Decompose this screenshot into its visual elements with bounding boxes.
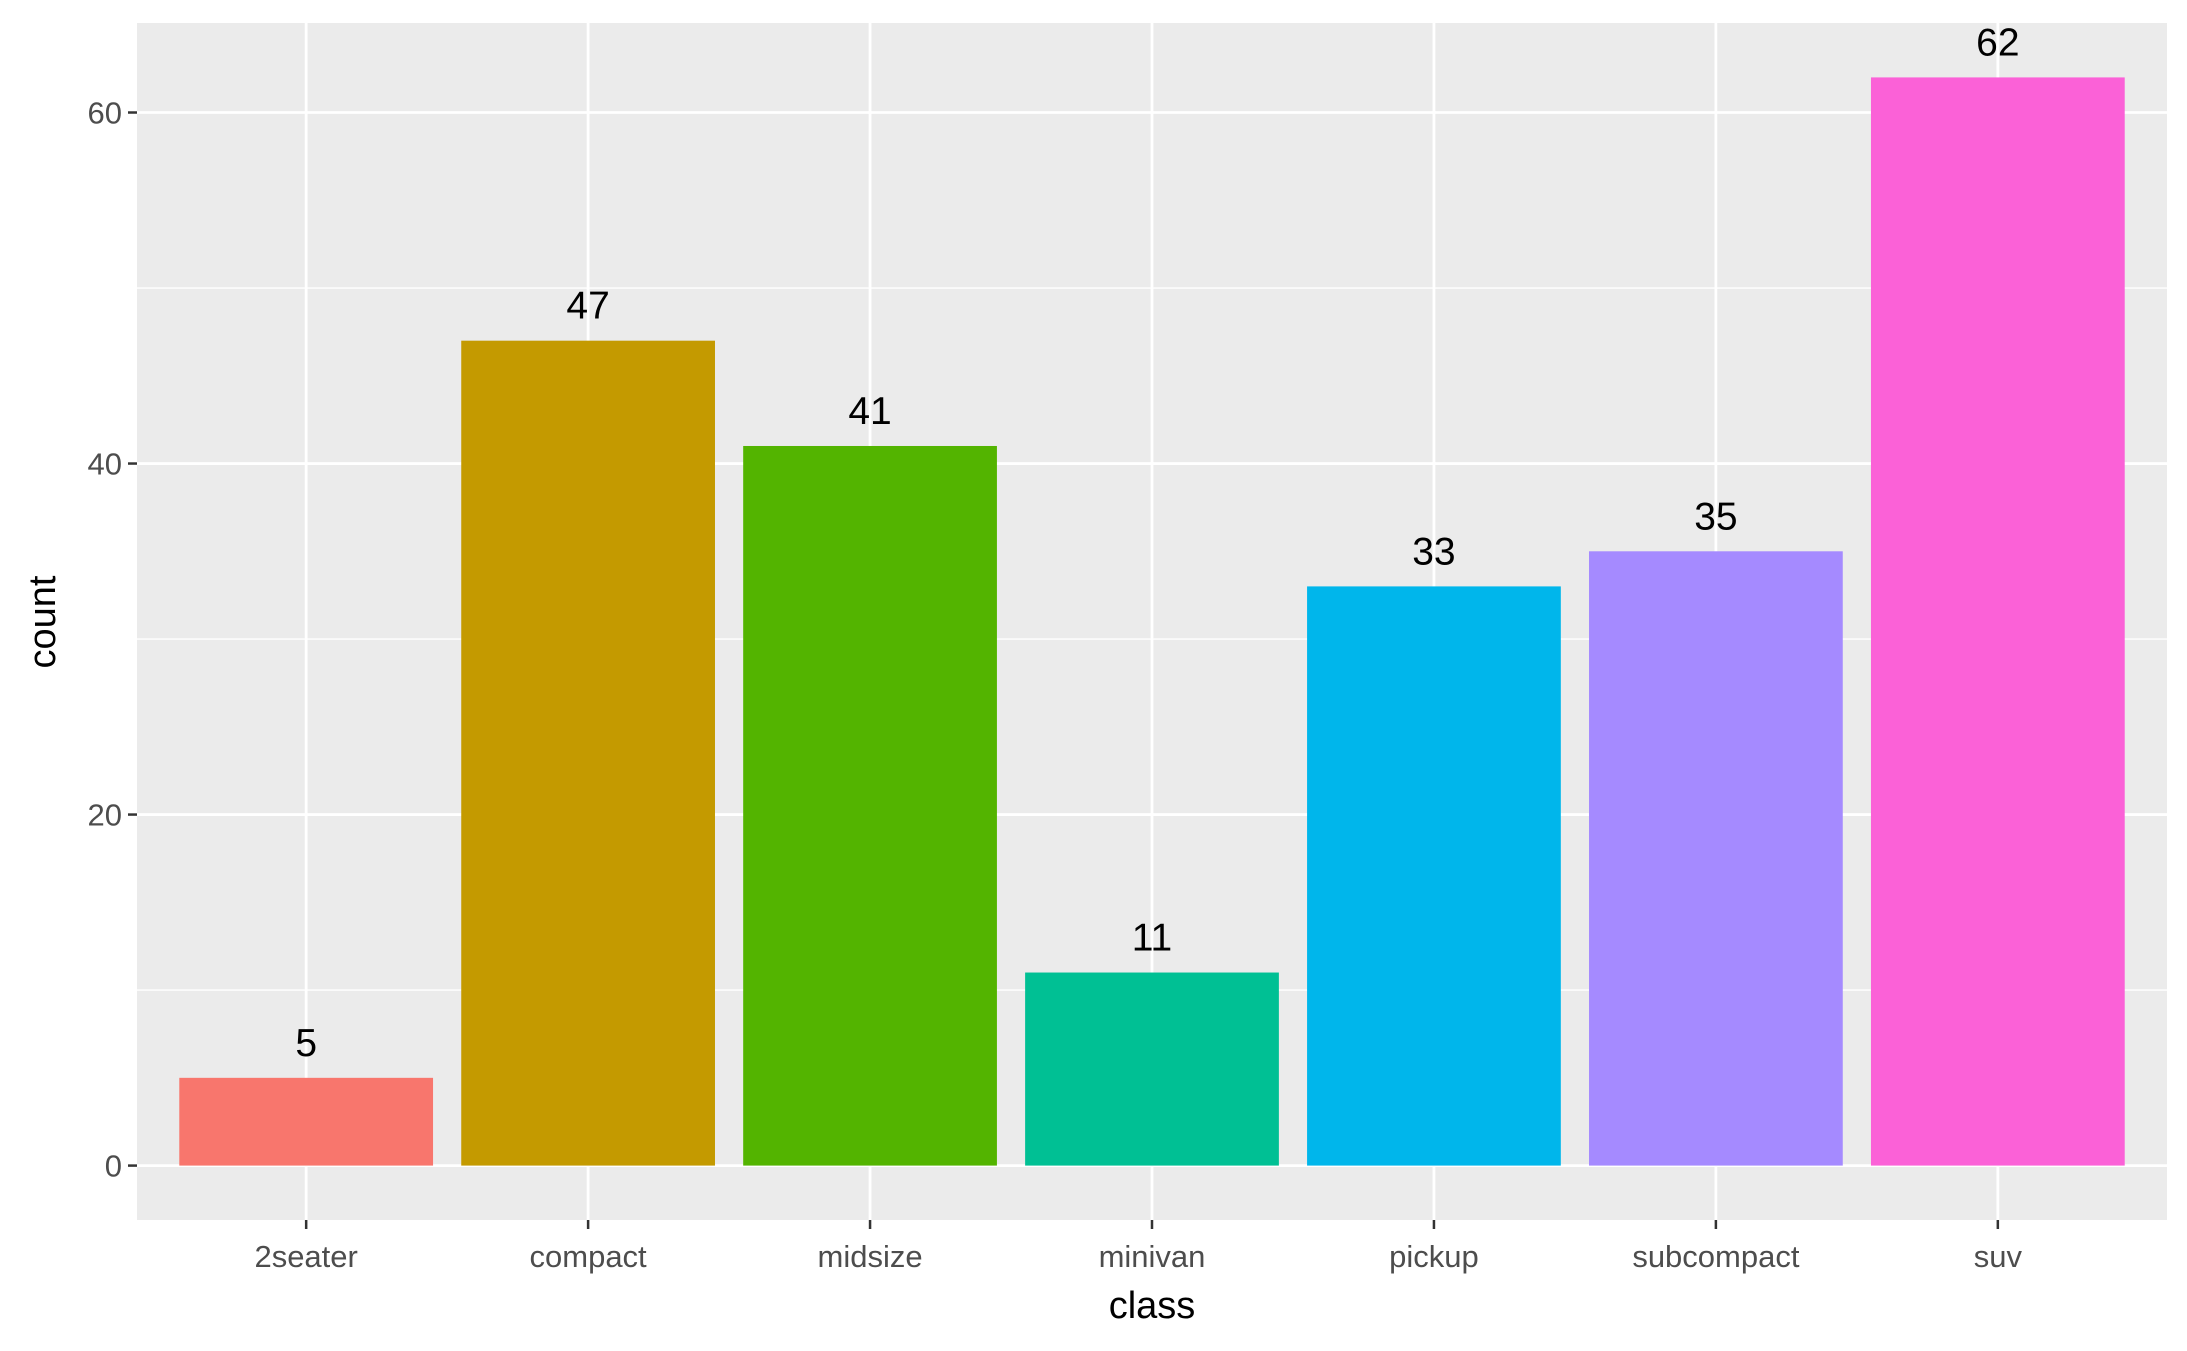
bar-minivan [1025, 972, 1279, 1166]
y-tick-label: 40 [88, 447, 122, 482]
x-tick-label-compact: compact [530, 1239, 648, 1274]
data-label-minivan: 11 [1132, 917, 1173, 960]
y-axis: 0 20 40 60 [88, 96, 137, 1184]
data-label-suv: 62 [1976, 21, 2019, 64]
data-label-midsize: 41 [848, 390, 891, 433]
x-tick-label-pickup: pickup [1389, 1239, 1479, 1274]
y-tick-label: 0 [105, 1149, 122, 1184]
data-label-compact: 47 [566, 285, 609, 328]
x-axis: 2seater compact midsize minivan pickup subcom… [254, 1220, 2022, 1274]
y-axis-title: count [22, 575, 64, 668]
y-tick-label: 60 [88, 96, 122, 131]
bar-subcompact [1589, 551, 1843, 1166]
x-tick-label-midsize: midsize [818, 1239, 923, 1274]
x-tick-label-2seater: 2seater [254, 1239, 357, 1274]
x-axis-title: class [1109, 1285, 1196, 1327]
bars-group [179, 77, 2125, 1166]
bar-pickup [1307, 586, 1561, 1166]
bar-suv [1870, 77, 2125, 1166]
x-tick-label-minivan: minivan [1099, 1239, 1206, 1274]
bar-midsize [743, 445, 997, 1166]
bar-compact [461, 340, 715, 1166]
data-labels-group: 5 47 41 11 33 35 62 [295, 21, 2019, 1064]
data-label-subcompact: 35 [1694, 495, 1737, 538]
y-tick-label: 20 [88, 798, 122, 833]
data-label-2seater: 5 [295, 1022, 317, 1065]
x-tick-label-subcompact: subcompact [1632, 1239, 1800, 1274]
bar-2seater [179, 1077, 434, 1166]
data-label-pickup: 33 [1412, 530, 1455, 573]
x-tick-label-suv: suv [1974, 1239, 2023, 1274]
